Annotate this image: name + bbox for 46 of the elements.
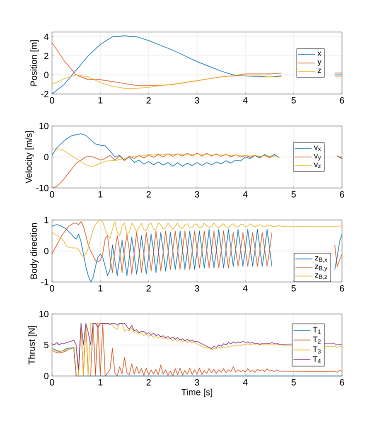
x-tick-label: 4 — [243, 97, 248, 104]
x-tick-label: 0 — [50, 379, 54, 386]
x-tick-label: 2 — [146, 379, 151, 386]
x-tick-label: 5 — [292, 191, 296, 198]
x-tick-label: 4 — [243, 379, 248, 386]
x-tick-label: 4 — [243, 285, 248, 292]
x-tick-label: 5 — [292, 285, 296, 292]
x-tick-label: 3 — [194, 285, 200, 292]
y-tick-label: 2 — [44, 52, 48, 59]
x-tick-label: 0 — [50, 285, 54, 292]
x-tick-label: 0 — [50, 97, 54, 104]
x-tick-label: 6 — [340, 379, 344, 386]
x-tick-label: 0 — [50, 191, 54, 198]
x-tick-label: 3 — [194, 97, 200, 104]
y-tick-label: 4 — [44, 34, 49, 40]
y-tick-label: -2 — [41, 90, 48, 98]
x-tick-label: 2 — [146, 97, 151, 104]
x-tick-label: 5 — [292, 97, 296, 104]
y-tick-label: -1 — [41, 278, 48, 286]
x-tick-label: 3 — [194, 379, 200, 386]
y-axis-title: Thrust [N] — [28, 326, 37, 364]
y-axis-title: Body direction — [30, 223, 39, 279]
x-axis-title: Time [s] — [181, 388, 212, 398]
x-tick-label: 1 — [98, 379, 102, 386]
x-tick-label: 2 — [146, 191, 151, 198]
x-tick-label: 3 — [194, 191, 200, 198]
x-tick-label: 2 — [146, 285, 151, 292]
x-tick-label: 1 — [98, 97, 102, 104]
x-tick-label: 6 — [340, 285, 344, 292]
y-tick-label: 1 — [44, 216, 48, 224]
y-tick-label: 0 — [44, 72, 48, 78]
y-tick-label: 0 — [44, 372, 48, 380]
x-tick-label: 1 — [98, 285, 102, 292]
y-tick-label: 10 — [40, 310, 48, 318]
x-tick-label: 6 — [340, 191, 344, 198]
x-tick-label: 4 — [243, 191, 248, 198]
y-tick-label: -10 — [36, 184, 48, 192]
y-tick-label: 5 — [44, 342, 48, 348]
x-tick-label: 1 — [98, 191, 102, 198]
y-tick-label: 0 — [44, 248, 48, 254]
y-tick-label: 0 — [44, 154, 48, 160]
y-tick-label: 10 — [40, 122, 48, 130]
x-tick-label: 6 — [340, 97, 344, 104]
y-axis-title: Velocity [m/s] — [25, 131, 34, 184]
y-axis-title: Position [m] — [30, 40, 39, 86]
x-tick-label: 5 — [292, 379, 296, 386]
